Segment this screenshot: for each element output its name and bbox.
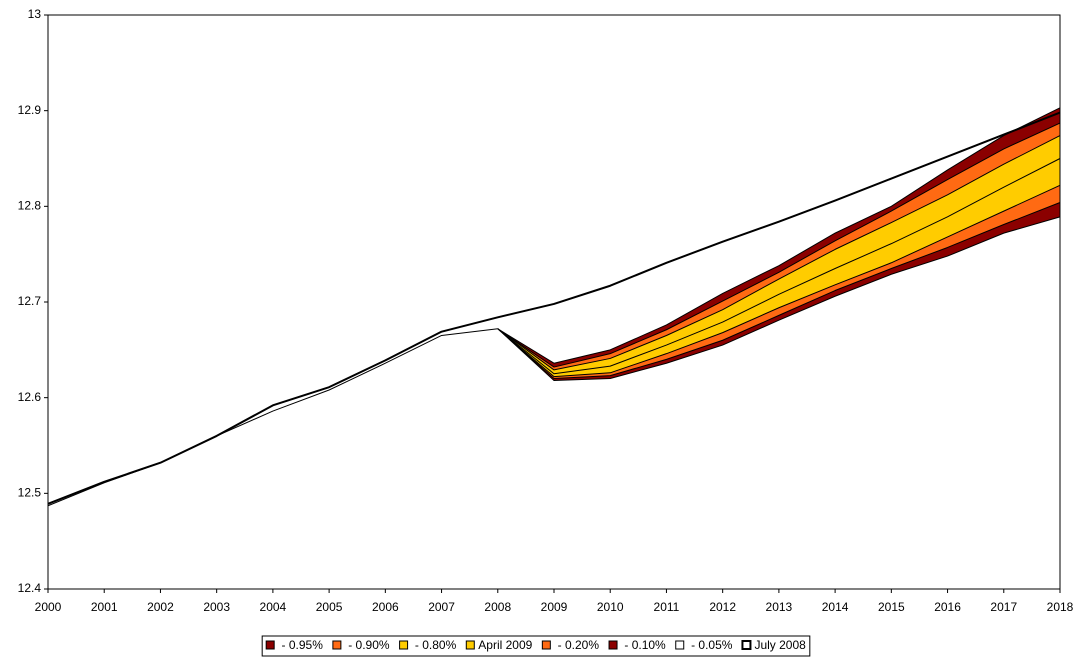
x-tick-label: 2010: [597, 600, 624, 614]
x-tick-label: 2018: [1047, 600, 1074, 614]
legend-marker: [541, 640, 551, 650]
x-tick-label: 2013: [766, 600, 793, 614]
legend-label: April 2009: [478, 638, 532, 652]
legend-label: - 0.20%: [554, 638, 599, 652]
fan-line: [497, 135, 1061, 371]
legend-label: July 2008: [754, 638, 806, 652]
fan-line: [497, 107, 1061, 364]
x-tick-label: 2007: [428, 600, 455, 614]
legend-label: - 0.80%: [412, 638, 457, 652]
y-tick-label: 13: [28, 7, 42, 21]
reference-line: [47, 111, 1061, 505]
legend-marker: [741, 640, 752, 650]
legend-marker: [265, 640, 275, 650]
legend-label: - 0.90%: [345, 638, 390, 652]
y-tick-label: 12.5: [18, 486, 42, 500]
legend-marker: [332, 640, 342, 650]
x-tick-label: 2000: [35, 600, 62, 614]
x-tick-label: 2008: [484, 600, 511, 614]
plot-area: [48, 15, 1060, 589]
legend-marker: [675, 640, 685, 650]
x-tick-label: 2005: [316, 600, 343, 614]
legend-label: - 0.95%: [278, 638, 323, 652]
x-tick-label: 2011: [654, 600, 680, 614]
x-tick-label: 2012: [709, 600, 736, 614]
y-tick-label: 12.9: [18, 103, 42, 117]
fan-line: [497, 202, 1061, 380]
legend: - 0.95% - 0.90% - 0.80% April 2009 - 0.20…: [261, 635, 811, 657]
fan-line: [497, 216, 1061, 381]
x-tick-label: 2004: [260, 600, 287, 614]
y-tick-label: 12.8: [18, 199, 42, 213]
legend-marker: [399, 640, 409, 650]
x-tick-label: 2009: [541, 600, 568, 614]
x-tick-label: 2017: [990, 600, 1017, 614]
x-tick-label: 2016: [934, 600, 961, 614]
y-tick-label: 12.7: [18, 294, 42, 308]
fan-line: [497, 184, 1061, 378]
y-tick-label: 12.4: [18, 581, 42, 595]
x-tick-label: 2006: [372, 600, 399, 614]
legend-marker: [465, 640, 475, 650]
legend-label: - 0.05%: [688, 638, 733, 652]
y-tick-label: 12.6: [18, 390, 42, 404]
x-tick-label: 2015: [878, 600, 905, 614]
x-tick-label: 2001: [91, 600, 118, 614]
legend-marker: [608, 640, 618, 650]
legend-label: - 0.10%: [621, 638, 666, 652]
fan-line: [497, 122, 1061, 368]
x-tick-label: 2002: [147, 600, 174, 614]
x-tick-label: 2014: [822, 600, 849, 614]
x-tick-label: 2003: [203, 600, 230, 614]
